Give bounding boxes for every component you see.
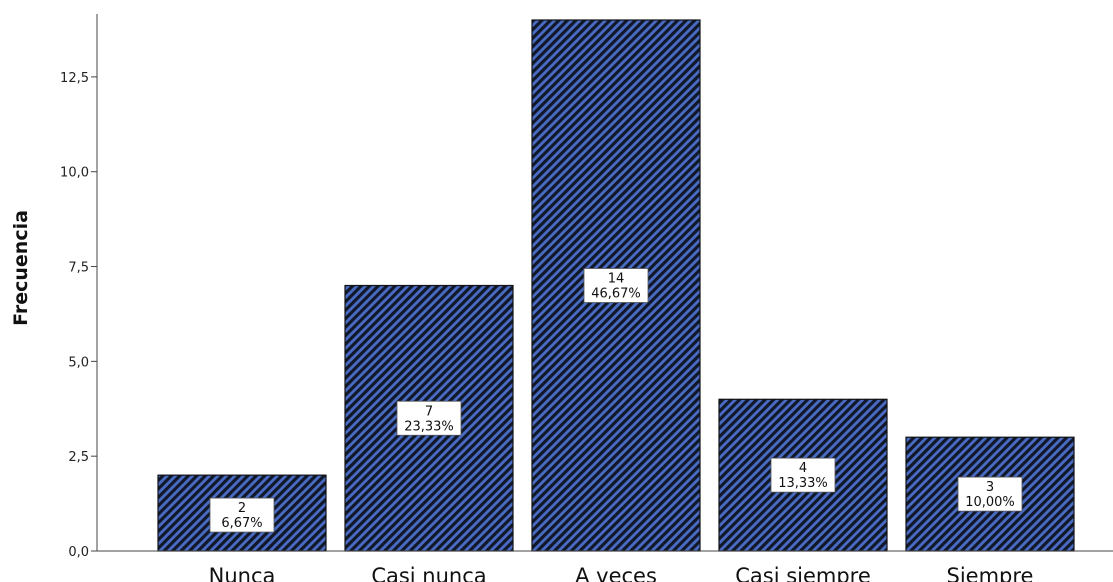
y-tick-label: 10,0 (60, 166, 89, 181)
data-label-box (209, 497, 275, 533)
y-tick-label: 7,5 (68, 261, 89, 276)
x-tick-label: Siempre (947, 564, 1034, 582)
data-label-box (957, 476, 1023, 512)
x-tick-label: Casi nunca (371, 564, 486, 582)
x-tick-label: Nunca (209, 564, 276, 582)
data-label-box (396, 400, 462, 436)
data-label-count: 14 (608, 272, 625, 287)
x-tick-label: A veces (575, 564, 657, 582)
y-axis-label: Frecuencia (10, 210, 32, 326)
y-tick-label: 5,0 (68, 355, 89, 370)
data-label-percent: 13,33% (778, 476, 828, 491)
data-label-count: 3 (986, 480, 994, 495)
data-label-count: 4 (799, 461, 807, 476)
data-label-percent: 6,67% (221, 516, 262, 531)
y-tick-label: 2,5 (68, 450, 89, 465)
data-label-box (770, 457, 836, 493)
data-label-count: 2 (238, 501, 246, 516)
data-label-count: 7 (425, 404, 433, 419)
x-axis-tick-labels: Nunca Casi nunca A veces Casi siempre Siempr… (209, 564, 1034, 582)
data-label-percent: 10,00% (965, 495, 1015, 510)
y-axis-ticks: 0,0 2,5 5,0 7,5 10,0 12,5 (60, 71, 97, 560)
x-tick-label: Casi siempre (735, 564, 871, 582)
data-label-box (583, 268, 649, 303)
data-label-percent: 46,67% (591, 287, 641, 302)
y-tick-label: 0,0 (68, 545, 89, 560)
y-tick-label: 12,5 (60, 71, 89, 86)
data-label-percent: 23,33% (404, 419, 454, 434)
